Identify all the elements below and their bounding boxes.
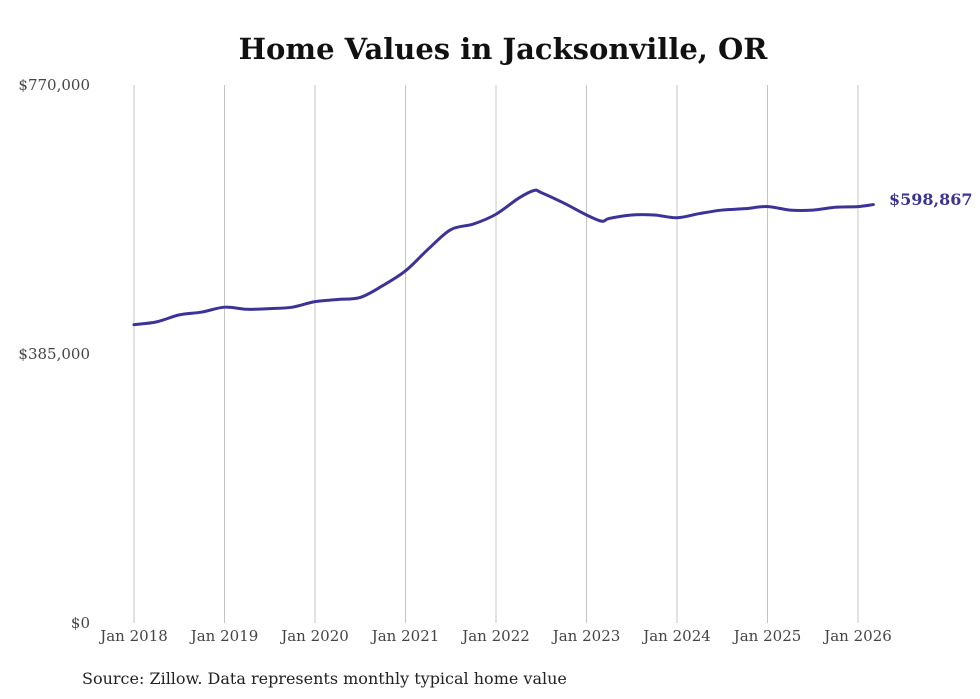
x-tick-label-0: Jan 2018 bbox=[98, 627, 168, 645]
end-value-label: $598,867 bbox=[889, 190, 973, 209]
x-tick-label-2: Jan 2020 bbox=[279, 627, 349, 645]
series-line-0 bbox=[132, 188, 875, 327]
x-tick-label-6: Jan 2024 bbox=[641, 627, 711, 645]
gridlines bbox=[133, 85, 859, 623]
x-tick-label-4: Jan 2022 bbox=[460, 627, 530, 645]
y-axis-ticks: $0 $385,000 $770,000 bbox=[18, 76, 90, 632]
x-tick-label-8: Jan 2026 bbox=[822, 627, 892, 645]
y-tick-label-1: $385,000 bbox=[18, 345, 90, 363]
chart-title: Home Values in Jacksonville, OR bbox=[239, 32, 769, 66]
series-layer bbox=[132, 188, 875, 327]
x-tick-label-3: Jan 2021 bbox=[370, 627, 440, 645]
x-axis-ticks: Jan 2018 Jan 2019 Jan 2020 Jan 2021 Jan 2022… bbox=[98, 627, 892, 645]
x-tick-label-7: Jan 2025 bbox=[732, 627, 802, 645]
x-tick-label-1: Jan 2019 bbox=[189, 627, 259, 645]
source-note: Source: Zillow. Data represents monthly … bbox=[82, 669, 567, 688]
y-tick-label-0: $0 bbox=[71, 614, 90, 632]
y-tick-label-2: $770,000 bbox=[18, 76, 90, 94]
x-tick-label-5: Jan 2023 bbox=[551, 627, 621, 645]
